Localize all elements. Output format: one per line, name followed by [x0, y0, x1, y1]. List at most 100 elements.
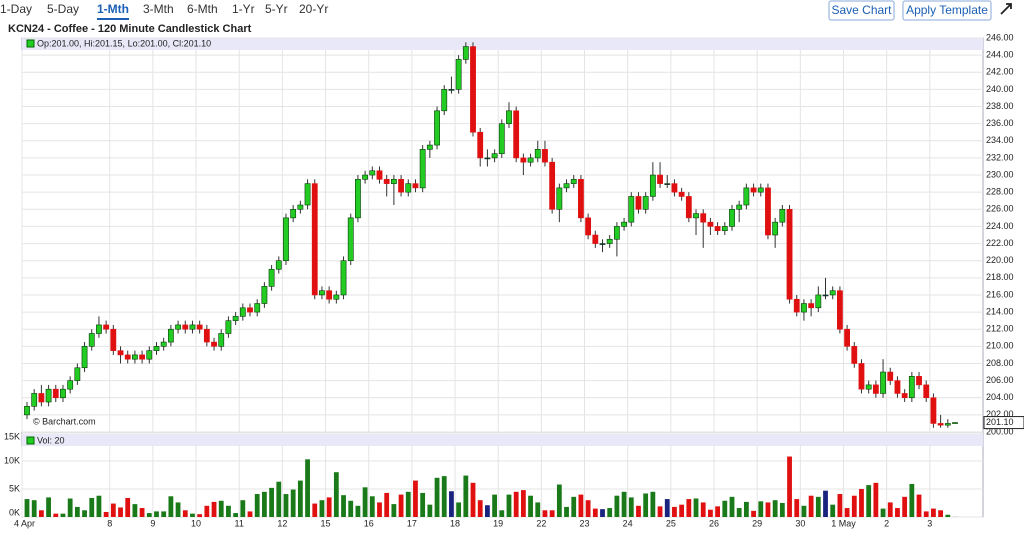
- volume-bar: [46, 497, 51, 517]
- candle-body: [24, 406, 30, 416]
- candle-body: [736, 204, 743, 210]
- candle-body: [74, 367, 81, 381]
- candle-body: [700, 213, 707, 223]
- y-tick-label: 240.00: [986, 84, 1014, 94]
- volume-bar: [233, 513, 239, 517]
- volume-bar: [801, 505, 807, 517]
- candle-body: [60, 388, 66, 399]
- volume-bar: [837, 494, 843, 517]
- range-tab[interactable]: 5-Yr: [265, 2, 288, 16]
- range-tab[interactable]: 3-Mth: [143, 2, 174, 16]
- volume-bar: [564, 506, 569, 517]
- volume-bar: [808, 495, 814, 517]
- y-tick-label: 236.00: [986, 118, 1014, 128]
- volume-bar: [686, 499, 692, 517]
- candle-body: [491, 153, 498, 159]
- range-tab[interactable]: 1-Yr: [232, 2, 255, 16]
- y-tick-label: 230.00: [986, 169, 1014, 179]
- toolbar: 1-Day 5-Day 1-Mth 3-Mth 6-Mth 1-Yr 5-Yr 20-Yr Sa…: [0, 0, 992, 21]
- candle-body: [836, 290, 843, 330]
- range-tab[interactable]: 1-Day: [0, 2, 32, 16]
- volume-bar: [664, 499, 670, 517]
- y-tick-label: 224.00: [986, 221, 1014, 231]
- volume-bar: [815, 496, 821, 517]
- candle-body: [765, 187, 771, 236]
- volume-bar: [118, 507, 123, 517]
- candle-body: [829, 290, 836, 296]
- candle-body: [333, 294, 340, 300]
- button-label[interactable]: Save Chart: [831, 3, 892, 17]
- candle-body: [31, 393, 38, 407]
- volume-bar: [247, 511, 253, 517]
- x-tick-label: 12: [277, 518, 287, 528]
- volume-bar: [743, 501, 749, 517]
- expand-icon[interactable]: [1000, 3, 1012, 15]
- x-tick-label: 9: [150, 518, 155, 528]
- candle-body: [628, 196, 635, 223]
- x-tick-label: 10: [191, 518, 201, 528]
- button[interactable]: [828, 0, 895, 21]
- candle-body: [239, 307, 246, 317]
- x-tick-label: 11: [235, 518, 244, 528]
- candle-body: [117, 350, 124, 356]
- candle-body: [793, 298, 800, 313]
- candle-body: [901, 393, 908, 399]
- y-tick-label: 218.00: [986, 272, 1014, 282]
- candle-body: [167, 328, 174, 343]
- volume-bar: [175, 502, 181, 517]
- button-label[interactable]: Apply Template: [906, 3, 988, 17]
- volume-bar: [542, 510, 548, 517]
- y-tick-label: 200.00: [986, 426, 1014, 436]
- volume-bar: [866, 485, 872, 517]
- volume-bar: [556, 484, 562, 517]
- candle-body: [549, 161, 556, 210]
- candle-body: [952, 422, 958, 424]
- x-tick-label: 26: [709, 518, 719, 528]
- range-tab[interactable]: 6-Mth: [187, 2, 218, 16]
- candle-body: [45, 388, 52, 403]
- volume-tick-label: 0K: [9, 507, 20, 517]
- volume-bar: [31, 500, 37, 517]
- candle-body: [707, 221, 714, 227]
- volume-bar: [67, 498, 73, 517]
- candle-body: [678, 191, 685, 197]
- candle-body: [642, 196, 649, 210]
- candle-body: [283, 217, 289, 261]
- candle-body: [477, 131, 484, 159]
- volume-bar: [348, 500, 354, 517]
- candle-body: [721, 226, 728, 232]
- candle-body: [757, 187, 764, 193]
- candle-body: [160, 341, 167, 347]
- volume-bar: [736, 508, 742, 517]
- volume-bar: [283, 494, 289, 517]
- candle-body: [81, 346, 88, 369]
- candle-body: [441, 89, 448, 112]
- y-tick-label: 234.00: [986, 135, 1014, 145]
- candle-body: [599, 243, 606, 245]
- x-tick-label: 15: [321, 518, 331, 528]
- candle-body: [347, 217, 354, 261]
- y-tick-label: 244.00: [986, 50, 1014, 60]
- y-tick-label: 242.00: [986, 67, 1014, 77]
- range-tab[interactable]: 20-Yr: [299, 2, 328, 16]
- volume-bar: [190, 513, 195, 517]
- volume-bar: [377, 502, 382, 517]
- range-tab[interactable]: 1-Mth: [97, 2, 129, 16]
- candle-body: [887, 371, 894, 381]
- candle-body: [218, 333, 225, 347]
- candle-body: [470, 46, 476, 133]
- button[interactable]: [902, 0, 992, 21]
- candle-body: [311, 183, 318, 296]
- volume-bar: [82, 510, 87, 517]
- range-tab[interactable]: 5-Day: [47, 2, 79, 16]
- candle-body: [649, 174, 656, 197]
- x-tick-label: 19: [493, 518, 503, 528]
- candle-body: [815, 294, 822, 309]
- candle-body: [261, 286, 268, 304]
- volume-bar: [628, 497, 634, 517]
- candle-body: [455, 59, 462, 90]
- x-tick-label: 8: [107, 518, 112, 528]
- volume-bar: [427, 504, 433, 517]
- y-tick-label: 226.00: [986, 204, 1014, 214]
- y-tick-label: 220.00: [986, 255, 1014, 265]
